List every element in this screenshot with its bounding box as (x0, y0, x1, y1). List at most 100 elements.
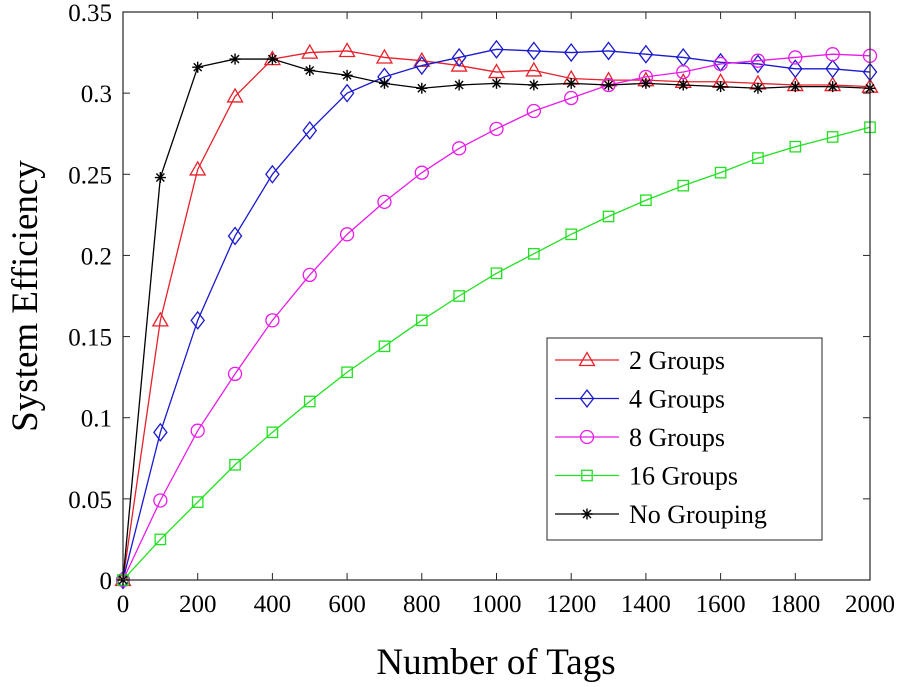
data-point (528, 79, 540, 91)
data-point (190, 423, 205, 438)
x-tick-label: 1000 (472, 591, 522, 618)
data-point (415, 314, 428, 327)
data-point (752, 82, 764, 94)
data-point (453, 290, 466, 302)
data-point (265, 313, 280, 328)
data-point (787, 59, 803, 79)
data-point (191, 496, 204, 508)
data-point (227, 366, 243, 382)
data-point (341, 366, 353, 379)
data-point (229, 53, 241, 65)
x-tick-label: 1800 (770, 591, 820, 618)
data-point (788, 50, 803, 65)
series-line (122, 48, 871, 581)
y-tick-label: 0.15 (68, 325, 112, 352)
data-point (338, 42, 356, 58)
legend-marker (579, 429, 595, 445)
data-point (640, 77, 652, 89)
data-point (153, 493, 168, 508)
data-point (378, 77, 390, 89)
legend-marker (579, 388, 595, 409)
data-point (601, 41, 616, 61)
data-point (226, 87, 244, 103)
legend-item: No Grouping (555, 500, 767, 529)
data-point (526, 103, 541, 119)
y-tick-label: 0.05 (68, 487, 112, 514)
data-point (789, 140, 802, 153)
data-point (378, 340, 391, 353)
legend-label: 4 Groups (629, 385, 725, 414)
x-tick-label: 1200 (546, 591, 596, 618)
data-point (265, 164, 280, 184)
y-tick-label: 0.3 (81, 81, 112, 108)
data-point (451, 141, 467, 156)
data-point (303, 395, 316, 408)
series-16-groups (117, 121, 876, 586)
x-tick-label: 1600 (696, 591, 746, 618)
x-tick-label: 400 (254, 591, 292, 618)
data-point (826, 131, 839, 143)
series-layer (114, 39, 879, 590)
data-point (302, 120, 318, 140)
legend: 2 Groups 4 Groups 8 Groups 16 Groups No Grou… (546, 337, 823, 541)
data-point (640, 194, 652, 207)
data-point (341, 69, 353, 81)
data-point (677, 179, 690, 192)
y-axis-title: System Efficiency (5, 160, 46, 432)
data-point (229, 458, 241, 471)
legend-label: No Grouping (629, 500, 767, 529)
x-tick-label: 2000 (845, 591, 895, 618)
data-point (638, 44, 654, 64)
data-point (266, 53, 278, 65)
legend-item: 2 Groups (555, 346, 725, 375)
data-point (752, 152, 764, 164)
data-point (151, 311, 169, 327)
data-point (301, 43, 319, 59)
data-point (227, 226, 243, 246)
data-point (153, 422, 168, 442)
data-point (526, 41, 542, 61)
data-point (154, 172, 166, 184)
data-point (192, 61, 204, 73)
data-point (602, 210, 615, 223)
data-point (525, 61, 543, 77)
series-no-grouping (117, 53, 876, 586)
data-point (487, 63, 506, 79)
legend-label: 2 Groups (629, 346, 725, 375)
data-point (827, 81, 839, 93)
data-point (563, 43, 579, 63)
data-point (414, 165, 429, 180)
data-point (190, 310, 206, 330)
y-tick-label: 0.2 (81, 243, 112, 270)
legend-label: 16 Groups (629, 462, 738, 491)
series-line (122, 126, 871, 581)
legend-marker (581, 469, 593, 482)
legend-marker (581, 508, 593, 520)
data-point (189, 160, 207, 176)
x-tick-label: 200 (179, 591, 217, 618)
data-point (453, 79, 465, 91)
data-point (528, 247, 540, 260)
data-point (750, 53, 766, 68)
y-tick-label: 0.1 (81, 406, 112, 433)
data-point (414, 56, 430, 76)
series-line (122, 50, 871, 581)
data-point (714, 166, 727, 179)
x-tick-label: 0 (117, 591, 130, 618)
legend-label: 8 Groups (629, 423, 725, 452)
data-point (304, 64, 316, 76)
data-point (565, 77, 577, 89)
data-point (377, 194, 392, 210)
legend-item: 16 Groups (555, 462, 738, 491)
data-point (450, 56, 468, 72)
data-point (302, 267, 317, 283)
x-tick-label: 800 (403, 591, 441, 618)
data-point (489, 39, 504, 59)
series-8-groups (115, 47, 878, 588)
x-tick-label: 1400 (621, 591, 671, 618)
data-point (154, 533, 167, 546)
data-point (489, 121, 504, 136)
series-line (122, 53, 871, 581)
data-point (676, 64, 691, 80)
data-point (416, 82, 428, 94)
